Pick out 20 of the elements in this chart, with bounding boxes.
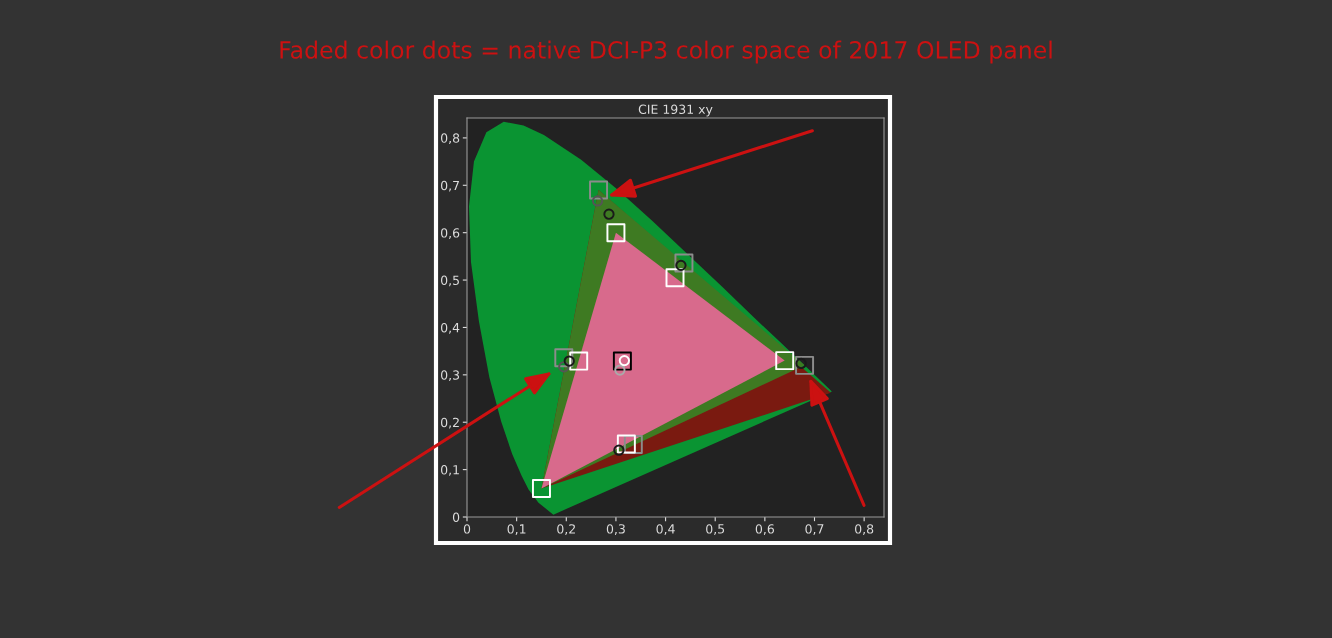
x-tick-label: 0,4 bbox=[656, 524, 675, 535]
y-tick-label: 0,1 bbox=[441, 465, 459, 476]
y-tick-label: 0,6 bbox=[441, 228, 460, 239]
x-tick-label: 0,7 bbox=[805, 524, 824, 535]
chart-title: Faded color dots = native DCI-P3 color space of 2017 OLED panel bbox=[280, 40, 1052, 64]
y-tick-label: 0,5 bbox=[441, 275, 459, 287]
x-tick-label: 0,3 bbox=[606, 524, 625, 535]
y-tick-label: 0 bbox=[452, 512, 460, 522]
x-tick-label: 0,1 bbox=[507, 524, 526, 535]
y-tick-label: 0,3 bbox=[441, 370, 460, 382]
x-tick-label: 0,6 bbox=[755, 524, 775, 535]
x-tick-label: 0,5 bbox=[706, 524, 725, 535]
y-tick-label: 0,8 bbox=[441, 133, 460, 145]
x-tick-label: 0 bbox=[463, 524, 471, 534]
y-tick-label: 0,7 bbox=[441, 180, 459, 192]
x-tick-label: 0,8 bbox=[855, 524, 874, 535]
x-tick-label: 0,2 bbox=[557, 524, 575, 535]
y-tick-label: 0,4 bbox=[441, 322, 460, 334]
chart-subtitle: CIE 1931 xy bbox=[638, 104, 713, 117]
y-tick-label: 0,2 bbox=[441, 417, 459, 429]
